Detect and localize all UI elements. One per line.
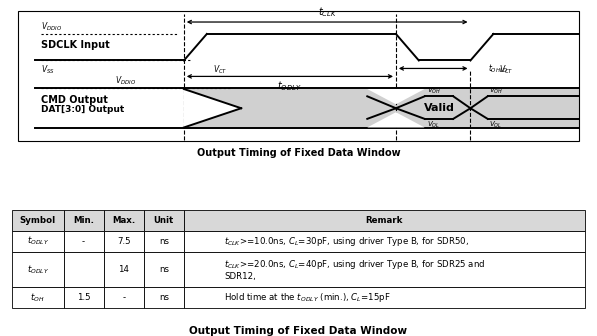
- Bar: [184, 89, 579, 127]
- Text: Output Timing of Fixed Data Window: Output Timing of Fixed Data Window: [196, 148, 401, 158]
- Text: $V_{OL}$: $V_{OL}$: [490, 120, 503, 130]
- Text: DAT[3:0] Output: DAT[3:0] Output: [41, 105, 124, 114]
- Text: Output Timing of Fixed Data Window: Output Timing of Fixed Data Window: [189, 326, 408, 336]
- Text: $V_{OL}$: $V_{OL}$: [427, 120, 441, 130]
- Polygon shape: [367, 112, 424, 127]
- Text: $V_{DDIO}$: $V_{DDIO}$: [115, 75, 136, 87]
- Text: $V_{CT}$: $V_{CT}$: [213, 63, 227, 76]
- Text: $V_{OH}$: $V_{OH}$: [490, 85, 503, 96]
- Text: $V_{OH}$: $V_{OH}$: [427, 85, 442, 96]
- Polygon shape: [184, 89, 241, 127]
- Text: SDCLK Input: SDCLK Input: [41, 40, 109, 50]
- Polygon shape: [367, 89, 424, 104]
- Text: Valid: Valid: [423, 102, 454, 113]
- Text: $t_{OHLD}$: $t_{OHLD}$: [488, 62, 507, 75]
- Text: $t_{CLK}$: $t_{CLK}$: [318, 6, 337, 19]
- Text: $V_{CT}$: $V_{CT}$: [499, 63, 513, 76]
- Text: CMD Output: CMD Output: [41, 95, 107, 105]
- Text: $V_{DDIO}$: $V_{DDIO}$: [41, 20, 61, 33]
- Text: $V_{SS}$: $V_{SS}$: [41, 63, 54, 76]
- Text: $t_{ODLY}$: $t_{ODLY}$: [278, 79, 302, 93]
